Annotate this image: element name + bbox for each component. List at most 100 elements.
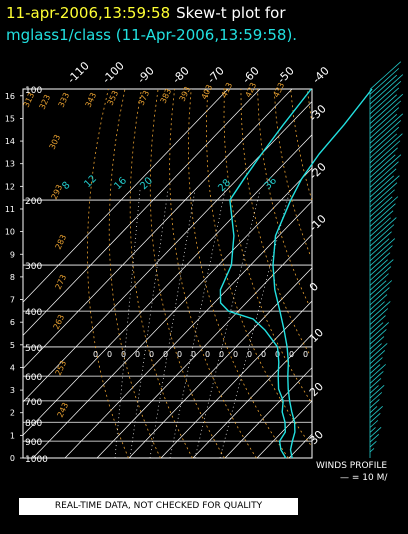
wind-barb — [369, 133, 403, 164]
wind-barb — [369, 210, 394, 232]
wind-barb — [369, 87, 400, 115]
moist-adiabat-marker: 0 — [261, 350, 266, 359]
isotherm-right-label: 10 — [307, 326, 326, 345]
wind-barb — [369, 113, 404, 144]
wind-barb — [369, 364, 381, 374]
isotherm-line — [224, 367, 313, 459]
isotherm-top-label: -100 — [100, 59, 127, 86]
dry-adiabat-line — [206, 88, 311, 445]
wind-barb — [369, 385, 385, 399]
wind-barb — [369, 94, 398, 120]
height-tick-label: 11 — [5, 205, 15, 214]
moist-adiabat-marker: 0 — [191, 350, 196, 359]
wind-barb — [369, 147, 398, 173]
mixing-ratio-label: 28 — [216, 177, 233, 194]
height-tick-label: 6 — [10, 318, 15, 327]
wind-barb — [369, 371, 384, 384]
dry-adiabat-line — [257, 88, 309, 304]
wind-barb — [369, 74, 404, 105]
height-tick-label: 15 — [5, 114, 15, 123]
height-tick-label: 14 — [5, 137, 15, 146]
dry-adiabat-label: 253 — [54, 359, 69, 377]
dry-adiabat-line — [273, 88, 311, 255]
mixing-ratio-line — [219, 189, 291, 459]
title-plot-name: Skew-t plot for — [176, 4, 286, 22]
isotherm-line — [96, 234, 313, 459]
mixing-ratio-line — [114, 189, 141, 459]
height-tick-label: 2 — [10, 409, 15, 418]
mixing-ratio-label: 12 — [82, 173, 99, 190]
isotherm-right-label: 20 — [307, 380, 326, 399]
dry-adiabat-line — [240, 88, 310, 354]
wind-barb — [369, 301, 385, 316]
title-timestamp: 11-apr-2006,13:59:58 — [6, 4, 171, 22]
wind-barb — [369, 308, 389, 325]
wind-barb — [369, 68, 400, 95]
height-tick-label: 13 — [5, 160, 15, 169]
pressure-tick-label: 500 — [25, 344, 42, 354]
moist-adiabat-marker: 0 — [289, 350, 294, 359]
dry-adiabat-label: 303 — [48, 133, 63, 151]
height-tick-label: 1 — [10, 431, 15, 440]
wind-barb — [369, 329, 387, 345]
wind-barb — [369, 364, 386, 379]
dry-adiabat-line — [149, 88, 225, 459]
dry-adiabat-line — [108, 88, 161, 459]
moist-adiabat-marker: 0 — [219, 350, 224, 359]
wind-barb — [369, 420, 379, 428]
dry-adiabat-line — [290, 88, 313, 201]
wind-barb — [369, 399, 380, 409]
height-tick-label: 10 — [5, 228, 15, 237]
dry-adiabat-label: 343 — [84, 91, 99, 109]
pressure-tick-label: 600 — [25, 373, 42, 383]
dry-adiabat-line — [129, 88, 193, 459]
mixing-ratio-label: 20 — [138, 175, 155, 192]
height-tick-label: 16 — [5, 92, 15, 101]
temperature-trace — [272, 88, 373, 459]
wind-barb — [369, 154, 402, 183]
wind-barb — [369, 245, 393, 267]
wind-barb — [369, 196, 399, 222]
moist-adiabat-marker: 0 — [135, 350, 140, 359]
pressure-tick-label: 300 — [25, 262, 42, 272]
moist-adiabat-marker: 0 — [149, 350, 154, 359]
dry-adiabat-label: 283 — [54, 233, 69, 251]
wind-barb — [369, 175, 400, 203]
height-tick-label: 12 — [5, 182, 15, 191]
dry-adiabat-line — [223, 88, 311, 402]
wind-barb — [369, 217, 391, 237]
height-tick-label: 8 — [10, 273, 15, 282]
dry-adiabat-label: 353 — [106, 89, 121, 107]
wind-barb — [369, 343, 388, 360]
moist-adiabat-marker: 0 — [107, 350, 112, 359]
wind-barb — [369, 100, 402, 129]
moist-adiabat-marker: 0 — [247, 350, 252, 359]
pressure-tick-label: 700 — [25, 398, 42, 408]
height-tick-label: 4 — [10, 363, 15, 372]
wind-barb — [369, 161, 399, 188]
wind-barb — [369, 343, 382, 355]
wind-barb — [369, 273, 389, 291]
isotherm-right-label: -10 — [307, 212, 329, 234]
wind-barb — [369, 126, 400, 154]
dry-adiabat-line — [187, 88, 289, 459]
wind-barb — [369, 392, 383, 404]
dry-adiabat-label: 413 — [220, 81, 235, 99]
wind-barb — [369, 259, 388, 276]
wind-barb — [369, 93, 404, 124]
pressure-tick-label: 400 — [25, 308, 42, 318]
isotherm-top-label: -110 — [65, 59, 92, 86]
wind-barb — [369, 406, 378, 414]
wind-barb — [369, 406, 383, 418]
isotherm-top-label: -70 — [205, 64, 227, 86]
isotherm-line — [22, 88, 293, 369]
wind-barb — [369, 315, 386, 330]
isotherm-line — [160, 300, 313, 459]
dry-adiabat-label: 373 — [137, 89, 152, 107]
wind-barb — [369, 378, 382, 389]
moist-adiabat-marker: 0 — [163, 350, 168, 359]
isotherm-line — [192, 334, 313, 459]
wind-barb — [369, 280, 387, 296]
dry-adiabat-label: 273 — [54, 273, 69, 291]
